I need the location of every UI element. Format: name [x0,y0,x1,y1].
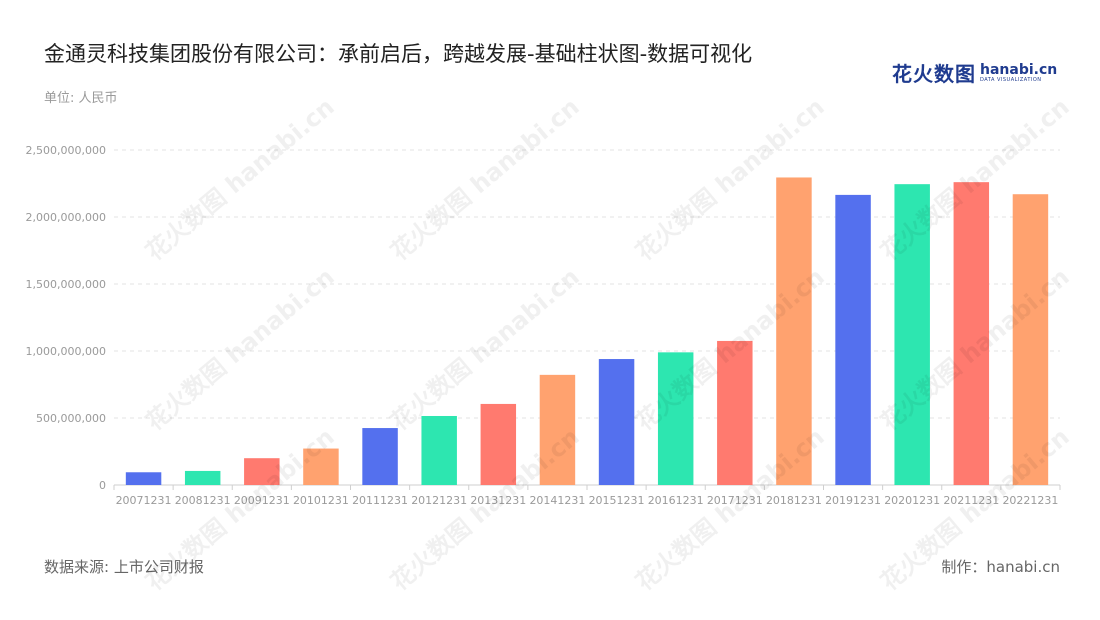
x-tick-label: 20131231 [470,494,526,507]
y-tick-label: 1,500,000,000 [26,278,106,291]
chart-title: 金通灵科技集团股份有限公司：承前启后，跨越发展-基础柱状图-数据可视化 [44,42,753,66]
bar-20101231[interactable] [303,448,339,485]
data-source: 数据来源: 上市公司财报 [44,558,204,576]
bar-20201231[interactable] [894,184,930,486]
maker-credit: 制作：hanabi.cn [941,558,1060,576]
x-tick-label: 20091231 [234,494,290,507]
bar-20111231[interactable] [362,428,398,485]
x-tick-label: 20151231 [589,494,645,507]
bar-20121231[interactable] [421,415,457,485]
bar-20161231[interactable] [657,352,694,485]
x-tick-label: 20111231 [352,494,408,507]
x-tick-label: 20171231 [707,494,763,507]
x-tick-label: 20221231 [1002,494,1058,507]
x-tick-label: 20121231 [411,494,467,507]
x-tick-label: 20211231 [943,494,999,507]
bar-20171231[interactable] [717,340,753,485]
x-tick-label: 20141231 [529,494,585,507]
logo-en-text: hanabi.cn [980,61,1058,78]
x-tick-label: 20161231 [648,494,704,507]
x-tick-label: 20081231 [175,494,231,507]
logo-cn-text: 花火数图 [892,62,976,86]
bar-20071231[interactable] [125,472,162,485]
bar-20091231[interactable] [244,458,280,485]
x-tick-label: 20101231 [293,494,349,507]
bar-20191231[interactable] [835,194,871,485]
bar-20151231[interactable] [598,359,635,485]
bar-20211231[interactable] [953,182,990,485]
bar-20181231[interactable] [776,177,812,485]
y-tick-label: 2,500,000,000 [26,144,106,157]
y-tick-label: 0 [99,479,106,492]
bar-20081231[interactable] [184,470,221,485]
x-tick-label: 20191231 [825,494,881,507]
y-tick-label: 500,000,000 [36,412,106,425]
bar-20221231[interactable] [1012,194,1049,485]
brand-logo: 花火数图 hanabi.cn DATA VISUALIZATION [892,58,1057,87]
logo-sub-text: DATA VISUALIZATION [980,76,1042,83]
x-tick-label: 20201231 [884,494,940,507]
bar-20141231[interactable] [539,374,576,485]
bar-20131231[interactable] [480,403,517,485]
unit-label: 单位: 人民币 [44,91,118,106]
x-tick-label: 20071231 [116,494,172,507]
y-tick-label: 2,000,000,000 [26,211,106,224]
x-tick-label: 20181231 [766,494,822,507]
y-tick-label: 1,000,000,000 [26,345,106,358]
